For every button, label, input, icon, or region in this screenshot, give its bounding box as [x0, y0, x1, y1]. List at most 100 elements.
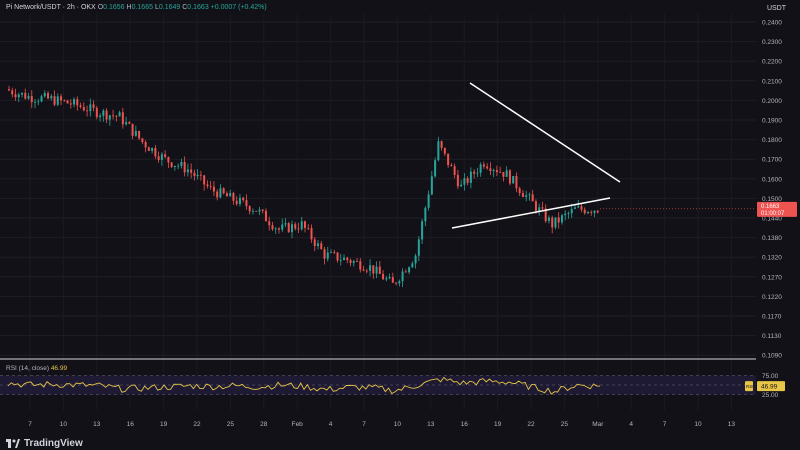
price-tick-label: 0.1800	[762, 137, 782, 144]
candle	[63, 99, 66, 102]
upper-trendline[interactable]	[469, 82, 621, 183]
candle	[154, 144, 157, 159]
candle	[404, 269, 407, 273]
candle	[365, 268, 368, 274]
candle	[443, 147, 446, 157]
time-tick-label: Mar	[592, 421, 604, 428]
candle	[177, 163, 180, 170]
candle	[251, 208, 254, 215]
candle	[424, 206, 427, 227]
candle	[430, 170, 433, 196]
candle	[271, 221, 274, 231]
price-tick-label: 0.2000	[762, 98, 782, 105]
candle	[8, 85, 10, 92]
candle	[343, 254, 346, 261]
triangle-trendlines[interactable]	[451, 82, 621, 229]
candle	[450, 163, 453, 167]
candle	[538, 203, 541, 216]
candle	[359, 258, 362, 273]
candle	[463, 173, 466, 191]
candle	[414, 253, 417, 269]
candle	[99, 113, 102, 122]
candle	[95, 105, 98, 120]
candle	[528, 192, 531, 201]
candle	[24, 88, 27, 100]
time-tick-label: 7	[362, 421, 366, 428]
currency-label: USDT	[766, 5, 786, 12]
candle	[489, 162, 492, 176]
candle	[53, 90, 56, 107]
rsi-legend[interactable]: RSI (14, close) 46.99	[6, 365, 67, 372]
time-axis[interactable]: 7 10 13 16 19 22 25 28 Feb 4 7 10 13 16 19 22 25 Mar 4 7 10 1…	[28, 421, 735, 428]
candle	[502, 171, 505, 182]
candle	[476, 167, 479, 178]
candle	[346, 256, 349, 264]
candle	[274, 227, 277, 234]
candle	[147, 146, 150, 151]
time-tick-label: 13	[93, 421, 101, 428]
candle	[82, 102, 85, 112]
candle	[557, 212, 560, 229]
candle	[235, 196, 238, 206]
candle	[151, 147, 154, 154]
last-price-value: 0.1663	[761, 204, 780, 210]
price-tick-label: 0.1170	[762, 314, 782, 321]
candle	[222, 187, 225, 195]
candle	[583, 207, 586, 215]
candle	[313, 236, 316, 252]
candle	[567, 211, 570, 219]
candle	[294, 222, 297, 231]
candle	[375, 261, 378, 279]
time-tick-label: 7	[28, 421, 32, 428]
candle	[333, 249, 336, 255]
candle	[193, 169, 196, 181]
candle	[34, 98, 37, 109]
candle	[356, 257, 359, 262]
rsi-pane[interactable]: 75.00 25.00	[0, 373, 779, 399]
candle	[307, 224, 310, 231]
time-tick-label: 4	[629, 421, 633, 428]
candle	[505, 166, 508, 177]
candle	[238, 194, 241, 207]
low-label: L	[154, 4, 159, 11]
close-label: C	[182, 4, 188, 11]
rsi-value: 46.99	[50, 365, 68, 372]
symbol-legend[interactable]: Pi Network/USDT · 2h · OKX O0.1656 H0.16…	[6, 4, 267, 11]
candle	[495, 165, 498, 176]
candle	[209, 181, 212, 190]
candle	[525, 190, 528, 202]
tradingview-logo[interactable]: TradingView	[6, 438, 83, 449]
candle	[60, 93, 63, 105]
rsi-tag-label: RSI	[746, 384, 754, 389]
candle	[69, 99, 72, 109]
lower-trendline[interactable]	[451, 197, 611, 229]
price-tick-label: 0.1600	[762, 176, 782, 183]
time-tick-label: 19	[160, 421, 168, 428]
candle	[268, 216, 271, 231]
candle	[173, 165, 176, 171]
candle	[170, 162, 173, 169]
candle	[339, 253, 342, 266]
price-tick-label: 0.2400	[762, 20, 782, 27]
price-tick-label: 0.1220	[762, 294, 782, 301]
candle	[112, 109, 115, 120]
candle	[453, 163, 456, 179]
grid-lines	[0, 14, 756, 410]
candle	[473, 169, 476, 179]
candle	[92, 100, 95, 112]
candle	[14, 88, 17, 101]
price-pane[interactable]	[8, 85, 599, 288]
candle	[586, 210, 589, 215]
candle	[395, 281, 398, 286]
candle	[180, 158, 183, 169]
candle	[421, 218, 424, 245]
price-axis[interactable]: 0.2400 0.2300 0.2200 0.2100 0.2000 0.1900 0.18…	[762, 20, 782, 360]
price-tick-label: 0.1090	[762, 353, 782, 360]
candle	[401, 268, 404, 288]
time-tick-label: 28	[260, 421, 268, 428]
tradingview-logo-icon	[6, 439, 20, 448]
candle	[378, 260, 381, 275]
